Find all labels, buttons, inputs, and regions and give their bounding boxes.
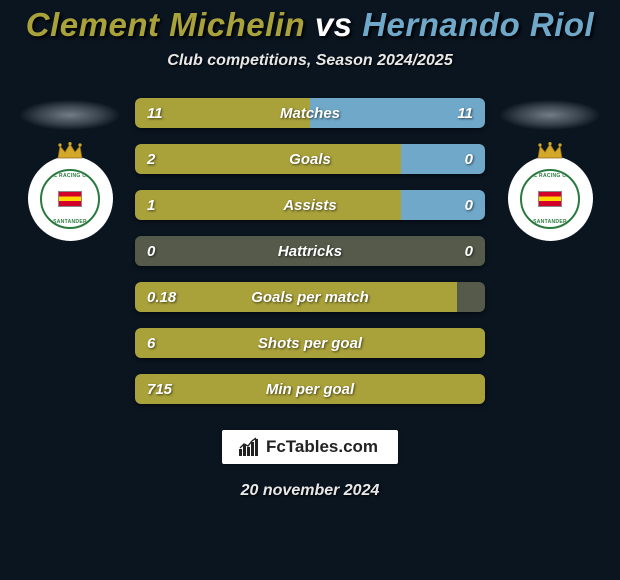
- stats-area: REAL RACING CLUB SANTANDER 1111Matches 20…: [0, 98, 620, 404]
- season-subtitle: Club competitions, Season 2024/2025: [167, 52, 452, 70]
- avatar-shadow: [20, 100, 120, 130]
- club-badge-left: REAL RACING CLUB SANTANDER: [28, 156, 113, 241]
- stat-row: 10Assists: [135, 190, 485, 220]
- player2-name: Hernando Riol: [362, 6, 594, 43]
- stat-row: 0.18Goals per match: [135, 282, 485, 312]
- date-text: 20 november 2024: [241, 482, 380, 500]
- crown-icon: [56, 142, 84, 160]
- brand-text: FcTables.com: [266, 437, 378, 457]
- stat-label: Hattricks: [135, 243, 485, 260]
- player1-name: Clement Michelin: [26, 6, 305, 43]
- stat-row: 20Goals: [135, 144, 485, 174]
- page-title: Clement Michelin vs Hernando Riol: [26, 6, 594, 44]
- club-badge-right: REAL RACING CLUB SANTANDER: [508, 156, 593, 241]
- badge-bottom-text: SANTANDER: [42, 219, 98, 225]
- right-player-column: REAL RACING CLUB SANTANDER: [500, 98, 600, 241]
- brand-badge: FcTables.com: [222, 430, 398, 464]
- stat-row: 00Hattricks: [135, 236, 485, 266]
- crown-icon: [536, 142, 564, 160]
- avatar-shadow: [500, 100, 600, 130]
- stat-label: Goals per match: [135, 289, 485, 306]
- vs-text: vs: [315, 6, 353, 43]
- badge-top-text: REAL RACING CLUB: [522, 173, 578, 179]
- stat-row: 6Shots per goal: [135, 328, 485, 358]
- stat-label: Assists: [135, 197, 485, 214]
- comparison-card: Clement Michelin vs Hernando Riol Club c…: [0, 0, 620, 580]
- stat-bars: 1111Matches 20Goals 10Assists 00Hattricks 0.…: [135, 98, 485, 404]
- stat-label: Matches: [135, 105, 485, 122]
- badge-flag-icon: [58, 191, 82, 207]
- stat-row: 1111Matches: [135, 98, 485, 128]
- left-player-column: REAL RACING CLUB SANTANDER: [20, 98, 120, 241]
- bars-chart-icon: [238, 437, 260, 457]
- stat-label: Min per goal: [135, 381, 485, 398]
- badge-inner: REAL RACING CLUB SANTANDER: [520, 169, 580, 229]
- badge-flag-icon: [538, 191, 562, 207]
- badge-bottom-text: SANTANDER: [522, 219, 578, 225]
- badge-inner: REAL RACING CLUB SANTANDER: [40, 169, 100, 229]
- stat-label: Goals: [135, 151, 485, 168]
- stat-row: 715Min per goal: [135, 374, 485, 404]
- stat-label: Shots per goal: [135, 335, 485, 352]
- badge-top-text: REAL RACING CLUB: [42, 173, 98, 179]
